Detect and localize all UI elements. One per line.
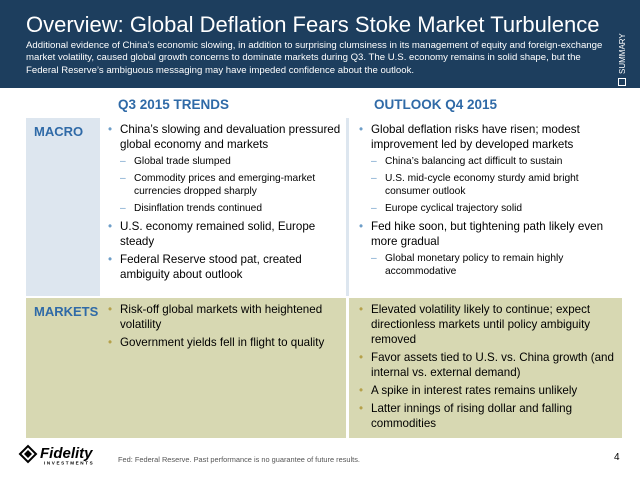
logo-subtext: INVESTMENTS [44,461,94,466]
bullet-item: Global deflation risks have risen; modes… [359,122,617,152]
page-number: 4 [614,452,620,463]
summary-tab-label: SUMMARY [618,33,627,74]
sub-bullet-item: U.S. mid-cycle economy sturdy amid brigh… [359,172,617,198]
bullet-item: U.S. economy remained solid, Europe stea… [108,219,342,249]
bullet-item: Favor assets tied to U.S. vs. China grow… [359,350,617,380]
sub-bullet-item: Disinflation trends continued [108,202,342,215]
bullet-item: Government yields fell in flight to qual… [108,335,342,350]
logo-wordmark: Fidelity [40,445,93,462]
page-subtitle: Additional evidence of China’s economic … [26,40,603,76]
bullet-item: Latter innings of rising dollar and fall… [359,401,617,431]
sub-bullet-item: Global trade slumped [108,155,342,168]
bullet-item: Elevated volatility likely to continue; … [359,302,617,347]
markets-row: MARKETS Risk-off global markets with hei… [26,298,622,438]
bullet-item: Federal Reserve stood pat, created ambig… [108,252,342,282]
column-divider [346,118,349,296]
bullet-item: Fed hike soon, but tightening path likel… [359,219,617,249]
macro-row: MACRO China’s slowing and devaluation pr… [26,118,622,296]
column-divider [346,298,349,438]
footnote: Fed: Federal Reserve. Past performance i… [118,455,360,464]
bullet-item: China’s slowing and devaluation pressure… [108,122,342,152]
checkbox-icon [618,78,626,86]
sub-bullet-item: China’s balancing act difficult to susta… [359,155,617,168]
page-title: Overview: Global Deflation Fears Stoke M… [26,12,600,37]
bullet-item: Risk-off global markets with heightened … [108,302,342,332]
header-banner: Overview: Global Deflation Fears Stoke M… [0,0,640,88]
bullet-item: A spike in interest rates remains unlike… [359,383,617,398]
macro-row-label: MACRO [34,124,84,139]
markets-row-label: MARKETS [34,304,99,319]
sub-bullet-item: Commodity prices and emerging-market cur… [108,172,342,198]
fidelity-logo: Fidelity INVESTMENTS [18,444,94,466]
fidelity-emblem-icon [18,444,38,464]
column-header-q3: Q3 2015 TRENDS [118,97,230,112]
macro-q3-cell: China’s slowing and devaluation pressure… [100,118,346,296]
column-header-q4: OUTLOOK Q4 2015 [374,97,498,112]
markets-q4-cell: Elevated volatility likely to continue; … [349,298,622,438]
sub-bullet-item: Europe cyclical trajectory solid [359,202,617,215]
markets-q3-cell: Risk-off global markets with heightened … [100,298,346,438]
summary-side-tab[interactable]: SUMMARY [612,14,634,86]
macro-q4-cell: Global deflation risks have risen; modes… [349,118,622,296]
sub-bullet-item: Global monetary policy to remain highly … [359,252,617,278]
